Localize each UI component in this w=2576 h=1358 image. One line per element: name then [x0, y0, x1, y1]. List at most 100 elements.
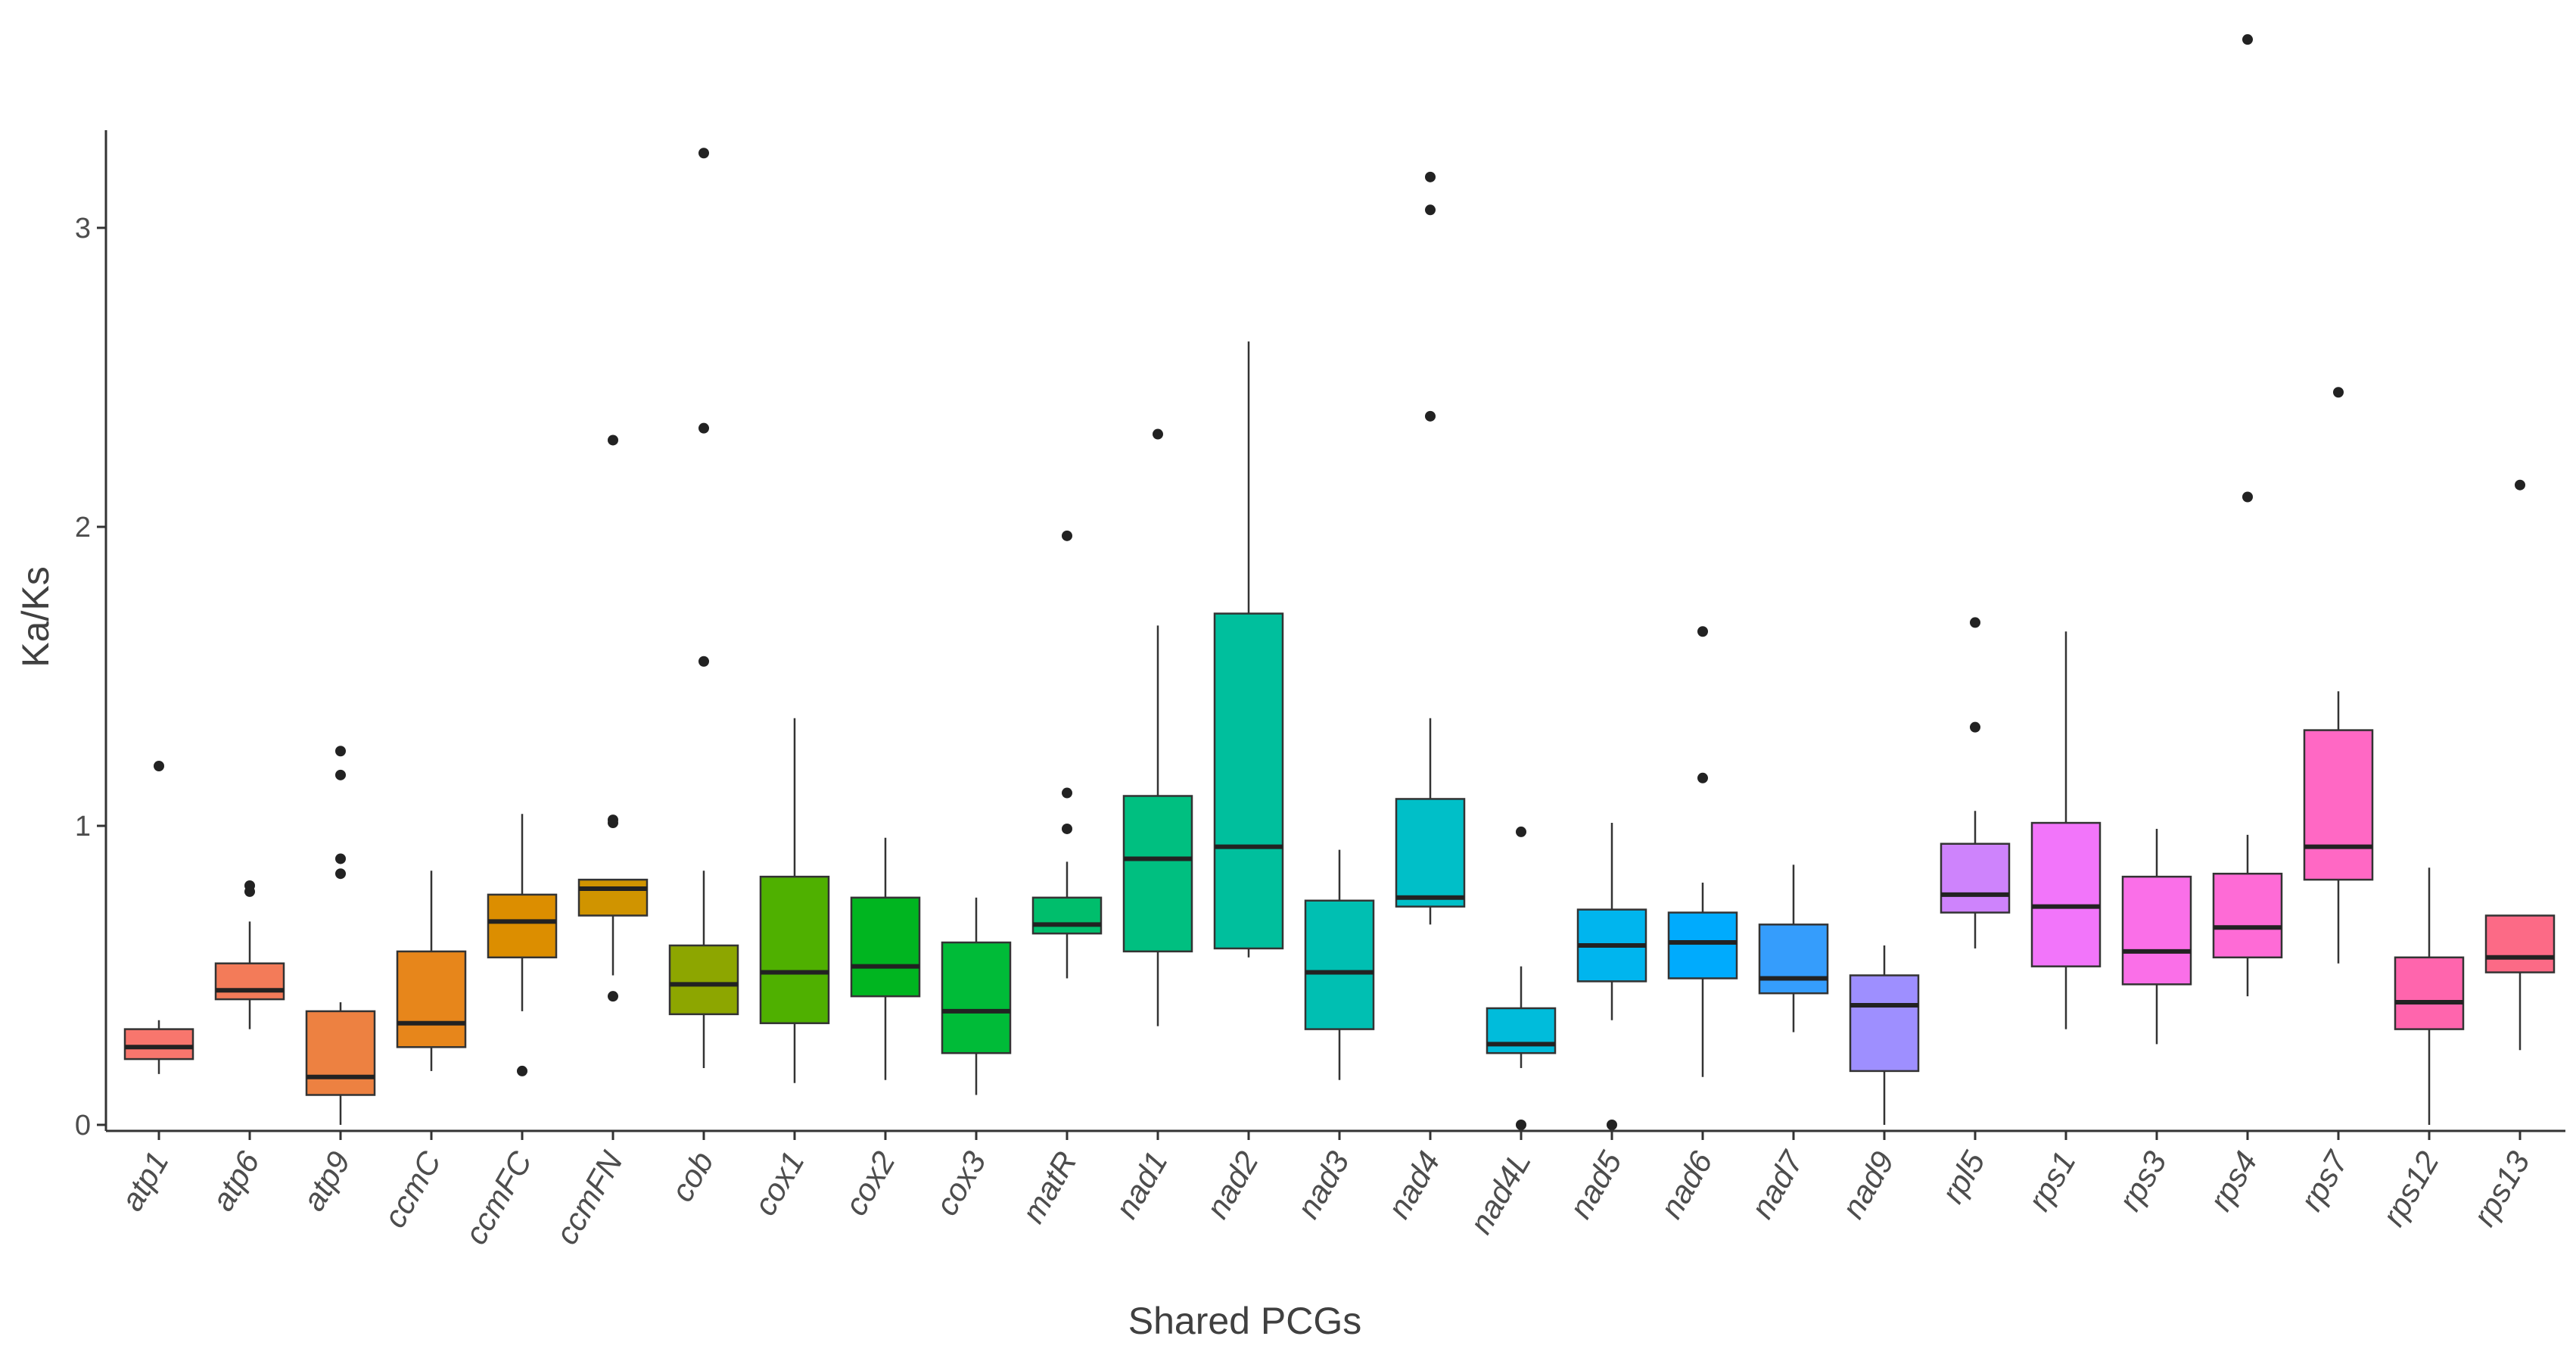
outlier-point — [1425, 410, 1436, 422]
x-tick-label: ccmFC — [458, 1145, 540, 1250]
box-body — [850, 896, 921, 998]
x-tick-label: cox3 — [929, 1145, 993, 1221]
outlier-point — [335, 868, 346, 880]
box-rps13 — [2484, 479, 2556, 1051]
outlier-point — [1516, 826, 1526, 837]
x-tick-label: rps3 — [2111, 1145, 2173, 1216]
box-body — [396, 950, 467, 1048]
x-tick-label: nad5 — [1562, 1145, 1629, 1224]
box-ccmFN — [577, 434, 649, 1002]
x-tick-label: atp1 — [114, 1145, 176, 1216]
box-body — [1213, 612, 1284, 950]
x-tick-label: cox1 — [747, 1145, 811, 1221]
outlier-point — [1153, 428, 1163, 440]
y-tick-label: 0 — [75, 1110, 91, 1142]
x-tick-label: cox2 — [838, 1145, 902, 1221]
box-body — [1395, 798, 1466, 908]
outlier-point — [2242, 34, 2253, 45]
box-body — [668, 944, 739, 1016]
x-tick-label: rps13 — [2466, 1145, 2537, 1232]
box-body — [2121, 875, 2192, 986]
x-tick-label: nad9 — [1834, 1145, 1900, 1224]
box-nad3 — [1304, 849, 1375, 1080]
y-tick-label: 3 — [75, 213, 91, 245]
box-body — [1304, 899, 1375, 1030]
x-tick-label: rps7 — [2293, 1145, 2355, 1217]
outlier-point — [2333, 387, 2344, 398]
box-body — [1031, 896, 1103, 935]
box-cox1 — [759, 718, 830, 1083]
y-tick-label: 2 — [75, 512, 91, 544]
box-body — [941, 941, 1012, 1054]
x-tick-label: cob — [664, 1145, 720, 1207]
box-rps7 — [2303, 387, 2374, 964]
outlier-point — [1425, 171, 1436, 182]
box-nad4 — [1395, 171, 1466, 925]
outlier-point — [1425, 204, 1436, 216]
box-cox2 — [850, 837, 921, 1080]
outlier-point — [1607, 1120, 1617, 1130]
box-rps3 — [2121, 828, 2192, 1045]
x-tick-label: rps4 — [2202, 1145, 2264, 1216]
box-nad7 — [1758, 864, 1829, 1033]
box-body — [1758, 924, 1829, 995]
outlier-point — [244, 880, 255, 891]
box-rps12 — [2394, 867, 2465, 1125]
box-atp9 — [305, 746, 376, 1125]
outlier-point — [1062, 530, 1072, 541]
box-nad6 — [1667, 626, 1738, 1077]
box-body — [2484, 914, 2556, 973]
outlier-point — [698, 148, 709, 159]
outlier-point — [335, 746, 346, 757]
outlier-point — [1062, 823, 1072, 834]
box-body — [2303, 729, 2374, 881]
x-tick-label: matR — [1015, 1145, 1084, 1229]
x-tick-label: nad4 — [1380, 1145, 1446, 1224]
x-tick-label: nad3 — [1290, 1145, 1355, 1224]
x-tick-label: nad4L — [1463, 1145, 1538, 1240]
box-body — [1667, 911, 1738, 980]
box-nad2 — [1213, 341, 1284, 958]
x-tick-label: ccmFN — [549, 1145, 630, 1250]
x-tick-label: nad6 — [1653, 1145, 1719, 1224]
outlier-point — [1970, 721, 1980, 733]
box-nad5 — [1576, 823, 1647, 1130]
box-rps4 — [2212, 34, 2283, 997]
x-axis-title: Shared PCGs — [1128, 1300, 1361, 1342]
box-ccmC — [396, 871, 467, 1071]
outlier-point — [608, 991, 618, 1002]
outlier-point — [2242, 491, 2253, 503]
x-tick-label: nad7 — [1744, 1145, 1810, 1225]
box-body — [2030, 821, 2102, 967]
outlier-point — [517, 1065, 527, 1076]
y-axis-title: Ka/Ks — [14, 566, 57, 667]
outlier-point — [1062, 787, 1072, 799]
box-body — [305, 1010, 376, 1096]
x-tick-label: atp6 — [204, 1145, 266, 1216]
x-tick-label: atp9 — [295, 1145, 357, 1216]
outlier-point — [698, 422, 709, 434]
box-atp6 — [214, 880, 285, 1029]
outlier-point — [335, 853, 346, 864]
outlier-point — [608, 814, 618, 826]
box-rps1 — [2030, 631, 2102, 1029]
box-rpl5 — [1940, 617, 2011, 948]
box-ccmFC — [487, 814, 558, 1076]
outlier-point — [608, 434, 618, 446]
x-tick-label: rpl5 — [1934, 1145, 1992, 1209]
outlier-point — [1697, 626, 1708, 637]
plot-area — [123, 34, 2556, 1130]
x-tick-label: nad2 — [1199, 1145, 1265, 1224]
outlier-point — [335, 769, 346, 780]
box-body — [577, 878, 649, 917]
y-tick-label: 1 — [75, 811, 91, 843]
box-body — [123, 1028, 194, 1061]
x-tick-label: rps12 — [2375, 1145, 2446, 1232]
box-body — [487, 893, 558, 959]
box-nad4L — [1486, 826, 1557, 1130]
x-tick-label: nad1 — [1108, 1145, 1174, 1224]
box-body — [214, 962, 285, 1001]
box-nad9 — [1849, 945, 1920, 1125]
outlier-point — [154, 761, 164, 771]
